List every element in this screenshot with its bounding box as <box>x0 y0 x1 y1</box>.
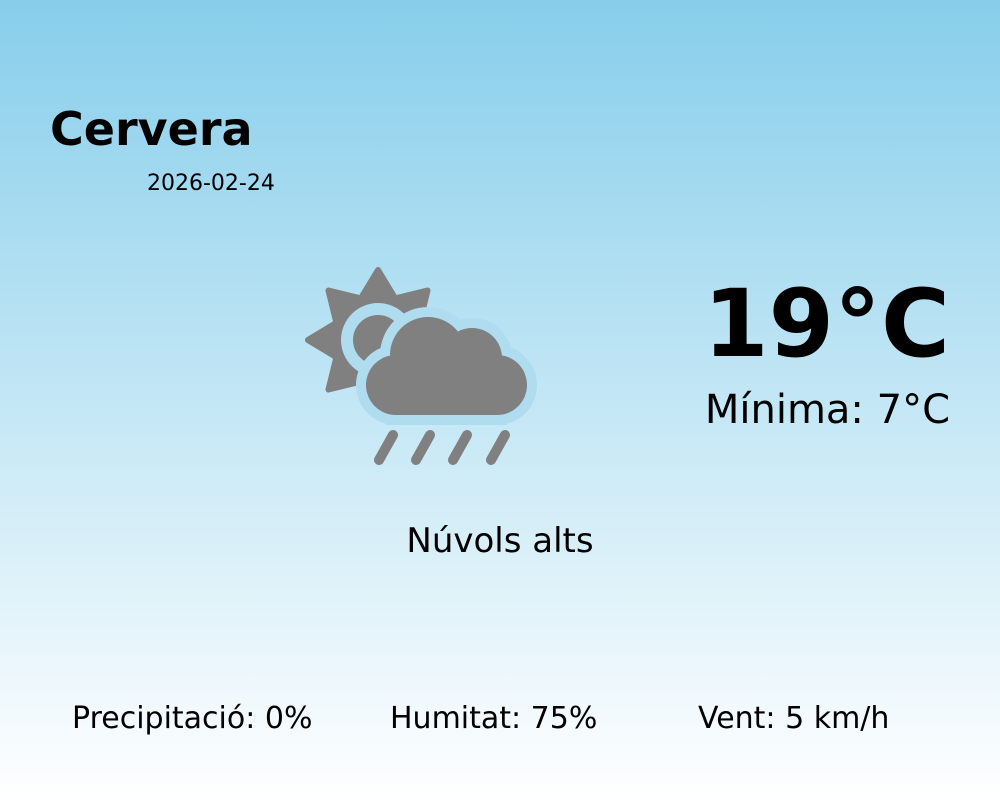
rain-icon <box>374 430 510 465</box>
current-temperature: 19°C <box>703 270 950 379</box>
partly-cloudy-rain-icon <box>305 267 537 465</box>
city-name: Cervera <box>50 102 253 156</box>
precipitation-stat: Precipitació: 0% <box>72 701 313 736</box>
weather-description: Núvols alts <box>406 521 594 561</box>
wind-stat: Vent: 5 km/h <box>698 701 890 736</box>
minimum-temperature: Mínima: 7°C <box>704 387 950 433</box>
humidity-stat: Humitat: 75% <box>390 701 598 736</box>
forecast-date: 2026-02-24 <box>147 171 275 196</box>
